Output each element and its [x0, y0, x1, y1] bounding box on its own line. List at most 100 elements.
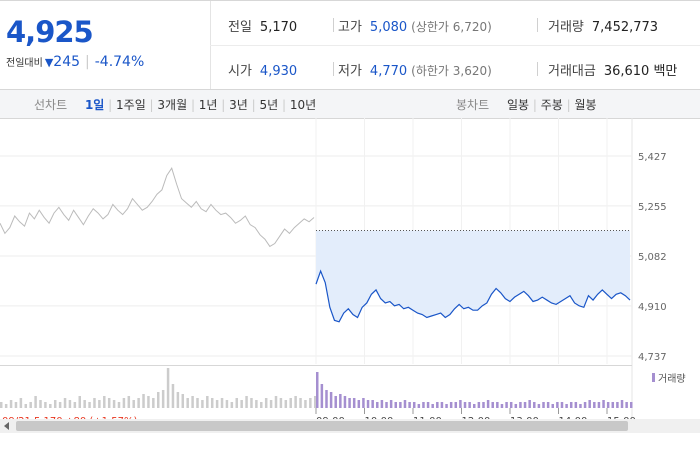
period-tab[interactable]: 1년: [198, 98, 218, 112]
volume-cell: 거래량 7,452,773: [548, 16, 658, 35]
change-rate: -4.74%: [94, 54, 145, 70]
prev-close-label: 전일: [228, 20, 252, 35]
volume-bar: [171, 384, 175, 408]
volume-bar: [29, 402, 32, 408]
period-tab[interactable]: 3년: [229, 98, 248, 112]
change-label: 전일대비: [6, 58, 43, 69]
prev-day-price-line: [0, 167, 315, 248]
volume-bar: [304, 400, 307, 408]
volume-bar: [325, 390, 328, 408]
period-tab[interactable]: 5년: [259, 98, 279, 112]
volume-bar: [630, 402, 633, 408]
chart-toolbar: 선차트 1일 | 1주일 | 3개월 | 1년 | 3년 | 5년 | 10년 …: [0, 90, 700, 119]
lower-limit: (하한가 3,620): [411, 64, 492, 78]
volume-bar: [514, 404, 518, 408]
candle-tab[interactable]: 주봉: [540, 98, 563, 112]
price-change-row: 전일대비 ▼245 | -4.74%: [6, 54, 144, 70]
amount-label: 거래대금: [548, 64, 596, 79]
current-price: 4,925: [6, 15, 94, 49]
volume-bar: [245, 396, 248, 408]
volume-bar: [250, 398, 253, 408]
low-label: 저가: [338, 64, 362, 79]
volume-bar: [142, 394, 145, 408]
volume-bar: [473, 404, 476, 408]
amount-cell: 거래대금 36,610 백만: [548, 60, 677, 79]
volume-bar: [316, 372, 319, 408]
volume-bar: [408, 402, 411, 408]
volume-bar: [491, 402, 494, 408]
volume-bar: [482, 402, 485, 408]
volume-bar: [14, 402, 18, 408]
volume-bar: [117, 402, 121, 408]
volume-bar: [264, 398, 268, 408]
volume-bar: [417, 404, 421, 408]
volume-bar: [385, 402, 388, 408]
low-cell: 저가 4,770 (하한가 3,620): [338, 60, 492, 79]
volume-bar: [44, 402, 47, 408]
volume-bar: [431, 404, 434, 408]
volume-bar: [161, 390, 165, 408]
volume-bar: [53, 400, 57, 408]
volume-bar: [215, 400, 219, 408]
y-tick-label: 5,082: [638, 252, 667, 263]
volume-bar: [73, 402, 77, 408]
volume-bar: [284, 400, 288, 408]
volume-bar: [403, 400, 407, 408]
volume-bar: [334, 396, 337, 408]
tab-divider: |: [278, 98, 290, 112]
volume-bar: [181, 394, 185, 408]
volume-bar: [528, 400, 531, 408]
divider: [333, 18, 334, 32]
volume-legend-swatch: [652, 373, 655, 382]
candle-tab[interactable]: 월봉: [574, 98, 597, 112]
volume-bar: [496, 402, 499, 408]
period-tab[interactable]: 10년: [289, 98, 317, 112]
horizontal-scrollbar-thumb[interactable]: [16, 421, 628, 431]
prev-close-area: [316, 230, 630, 322]
volume-bar: [343, 396, 347, 408]
divider: [537, 18, 538, 32]
volume-bar: [147, 396, 150, 408]
volume-bar: [588, 400, 591, 408]
volume-bar: [468, 402, 471, 408]
volume-bar: [477, 402, 481, 408]
period-tab[interactable]: 1주일: [116, 98, 146, 112]
volume-bar: [440, 402, 444, 408]
volume-bar: [329, 392, 333, 408]
volume-bar: [279, 398, 283, 408]
divider: [537, 62, 538, 76]
volume-bar: [593, 402, 596, 408]
period-tab[interactable]: 1일: [84, 98, 105, 112]
volume-bar: [371, 400, 374, 408]
volume-bar: [412, 402, 416, 408]
volume-bar: [58, 402, 62, 408]
volume-bar: [230, 402, 234, 408]
period-tab[interactable]: 3개월: [157, 98, 188, 112]
volume-bar: [486, 400, 490, 408]
high-cell: 고가 5,080 (상한가 6,720): [338, 16, 492, 35]
volume-bar: [352, 398, 356, 408]
volume-bar: [269, 400, 273, 408]
prev-close-cell: 전일 5,170: [228, 16, 297, 35]
volume-bar: [454, 402, 458, 408]
y-tick-label: 5,255: [638, 202, 667, 213]
volume-bar: [122, 398, 126, 408]
volume-bar: [620, 400, 624, 408]
volume-bar: [348, 398, 351, 408]
tab-divider: |: [247, 98, 260, 112]
volume-bar: [449, 402, 453, 408]
volume-bar: [176, 392, 180, 408]
volume-bar: [339, 394, 342, 408]
volume-bar: [107, 398, 111, 408]
candle-tab[interactable]: 일봉: [506, 98, 530, 112]
volume-bar: [625, 402, 628, 408]
candle-chart-periods: 봉차트 일봉 | 주봉 | 월봉: [456, 96, 597, 113]
volume-bar: [519, 402, 522, 408]
volume-bar: [225, 400, 229, 408]
volume-bar: [112, 400, 116, 408]
volume-bar: [78, 396, 81, 408]
line-chart-label: 선차트: [34, 98, 68, 112]
volume-bar: [611, 402, 615, 408]
volume-bar: [565, 404, 568, 408]
tab-divider: |: [187, 98, 199, 112]
